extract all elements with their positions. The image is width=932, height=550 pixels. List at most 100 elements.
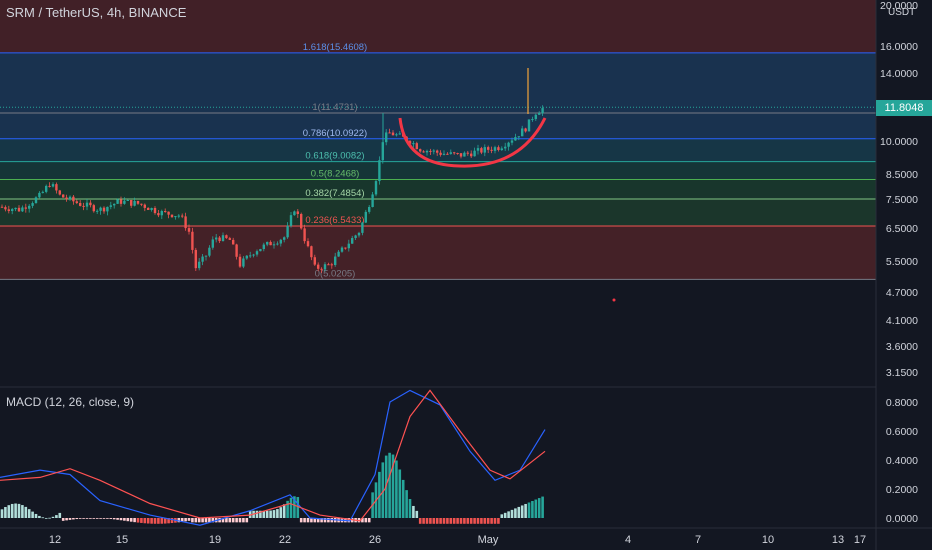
fib-zones bbox=[0, 0, 876, 280]
macd-bar bbox=[483, 518, 487, 524]
candle-body bbox=[300, 214, 303, 229]
candle-body bbox=[453, 152, 456, 154]
candle-body bbox=[432, 150, 435, 152]
time-tick: 10 bbox=[762, 534, 774, 546]
candle-body bbox=[368, 206, 371, 212]
candle bbox=[429, 148, 432, 155]
candle bbox=[351, 235, 354, 244]
candle bbox=[453, 151, 456, 155]
candle bbox=[521, 125, 524, 137]
candle-body bbox=[497, 147, 500, 150]
candle bbox=[266, 241, 269, 247]
candle bbox=[310, 245, 313, 261]
candle bbox=[130, 199, 133, 208]
macd-indicator-title[interactable]: MACD (12, 26, close, 9) bbox=[6, 395, 135, 409]
candle-body bbox=[232, 239, 235, 245]
candle bbox=[364, 209, 367, 223]
candle-body bbox=[242, 258, 245, 267]
candle bbox=[187, 224, 191, 235]
macd-bar bbox=[378, 471, 381, 518]
fib-lines bbox=[0, 52, 876, 280]
macd-bar bbox=[486, 518, 490, 524]
candle-body bbox=[17, 207, 21, 212]
candle-body bbox=[38, 192, 41, 198]
candle bbox=[157, 210, 160, 218]
price-tick: 3.1500 bbox=[886, 367, 918, 379]
macd-bar bbox=[408, 499, 412, 518]
candle-body bbox=[194, 249, 197, 269]
candle-body bbox=[157, 213, 160, 216]
candle bbox=[249, 251, 252, 259]
candle bbox=[48, 182, 51, 188]
price-tick: 5.5000 bbox=[886, 256, 918, 268]
candle-body bbox=[99, 207, 102, 211]
macd-bar bbox=[208, 518, 211, 523]
candle bbox=[473, 147, 476, 157]
candle-body bbox=[320, 268, 323, 270]
candle-body bbox=[283, 237, 286, 240]
candle bbox=[334, 252, 337, 267]
candle-body bbox=[351, 238, 354, 244]
candle bbox=[527, 119, 531, 132]
candle bbox=[119, 196, 123, 207]
currency-label: USDT bbox=[888, 7, 916, 18]
candle-body bbox=[55, 184, 58, 191]
fib-label-1.618: 1.618(15.4608) bbox=[303, 42, 367, 53]
time-tick: May bbox=[478, 534, 499, 546]
fib-zone-0.236 bbox=[0, 226, 876, 280]
macd-bar bbox=[289, 497, 293, 518]
candle-body bbox=[198, 261, 201, 269]
time-tick: 7 bbox=[695, 534, 701, 546]
candle-body bbox=[483, 147, 486, 153]
candle bbox=[4, 205, 7, 212]
macd-bar bbox=[126, 518, 130, 522]
candle bbox=[415, 141, 418, 150]
price-tick: 7.5000 bbox=[886, 194, 918, 206]
candle-body bbox=[439, 152, 442, 155]
candle-body bbox=[422, 151, 425, 153]
macd-tick: 0.6000 bbox=[886, 426, 918, 438]
candle-body bbox=[106, 206, 109, 212]
macd-bar bbox=[238, 518, 242, 523]
candle bbox=[215, 234, 218, 243]
candle-body bbox=[140, 203, 143, 205]
candle-body bbox=[371, 194, 374, 207]
macd-bar bbox=[323, 518, 327, 523]
candle bbox=[412, 141, 415, 148]
macd-bar bbox=[75, 518, 79, 520]
candle bbox=[524, 127, 527, 133]
macd-bar bbox=[466, 518, 470, 524]
candle bbox=[198, 258, 201, 271]
macd-bar bbox=[282, 504, 286, 518]
candle bbox=[225, 234, 228, 239]
price-tick: 8.5000 bbox=[886, 169, 918, 181]
candle-body bbox=[218, 237, 221, 242]
candle-body bbox=[181, 215, 184, 217]
candle bbox=[65, 194, 68, 202]
macd-bar bbox=[520, 505, 524, 518]
macd-bar bbox=[473, 518, 476, 524]
candle-body bbox=[153, 207, 157, 214]
candle-body bbox=[123, 200, 126, 204]
candle bbox=[177, 214, 180, 219]
price-tick: 6.5000 bbox=[886, 223, 918, 235]
macd-bar bbox=[78, 518, 82, 519]
fib-label-0.382: 0.382(7.4854) bbox=[305, 188, 364, 199]
macd-bar bbox=[279, 507, 283, 518]
macd-bar bbox=[106, 518, 109, 519]
fib-zone-0.618 bbox=[0, 161, 876, 180]
candle-body bbox=[473, 150, 476, 157]
macd-bar bbox=[157, 518, 160, 524]
candle bbox=[252, 253, 255, 258]
candle-body bbox=[204, 255, 208, 257]
candle bbox=[490, 146, 493, 154]
candle bbox=[293, 210, 296, 216]
candle bbox=[378, 156, 381, 185]
macd-bar bbox=[170, 518, 174, 524]
macd-bar bbox=[204, 518, 208, 523]
candle bbox=[232, 237, 235, 245]
candle-body bbox=[109, 205, 112, 207]
candle-body bbox=[245, 255, 248, 259]
macd-bar bbox=[24, 506, 28, 518]
